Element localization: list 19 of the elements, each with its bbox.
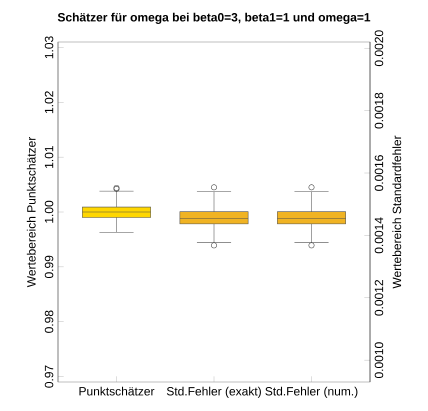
y2-tick-label: 0.0012 (374, 280, 384, 316)
y2-tick-label: 0.0016 (374, 155, 384, 191)
chart-title: Schätzer für omega bei beta0=3, beta1=1 und omega=1 (58, 12, 370, 24)
y-axis-title: Wertebereich Punktschätzer (26, 136, 36, 288)
y-tick-label: 1.00 (44, 200, 54, 223)
x-tick-label: Std.Fehler (exakt) (166, 386, 261, 398)
y2-tick-label: 0.0018 (374, 92, 384, 129)
y-tick-label: 0.97 (44, 365, 54, 388)
y-tick-label: 1.03 (44, 36, 54, 58)
y-tick-label: 1.02 (44, 91, 54, 114)
y-tick-label: 0.99 (44, 256, 54, 278)
y-tick-label: 1.01 (44, 146, 54, 168)
y2-tick-label: 0.0014 (374, 217, 384, 254)
x-tick-label: Punktschätzer (79, 386, 154, 396)
y2-tick-label: 0.0010 (374, 342, 384, 378)
y-tick-label: 0.98 (44, 310, 54, 333)
x-tick-label: Std.Fehler (num.) (265, 386, 358, 398)
y2-axis-title: Wertebereich Standardfehler (392, 136, 402, 289)
y2-tick-label: 0.0020 (374, 30, 384, 66)
